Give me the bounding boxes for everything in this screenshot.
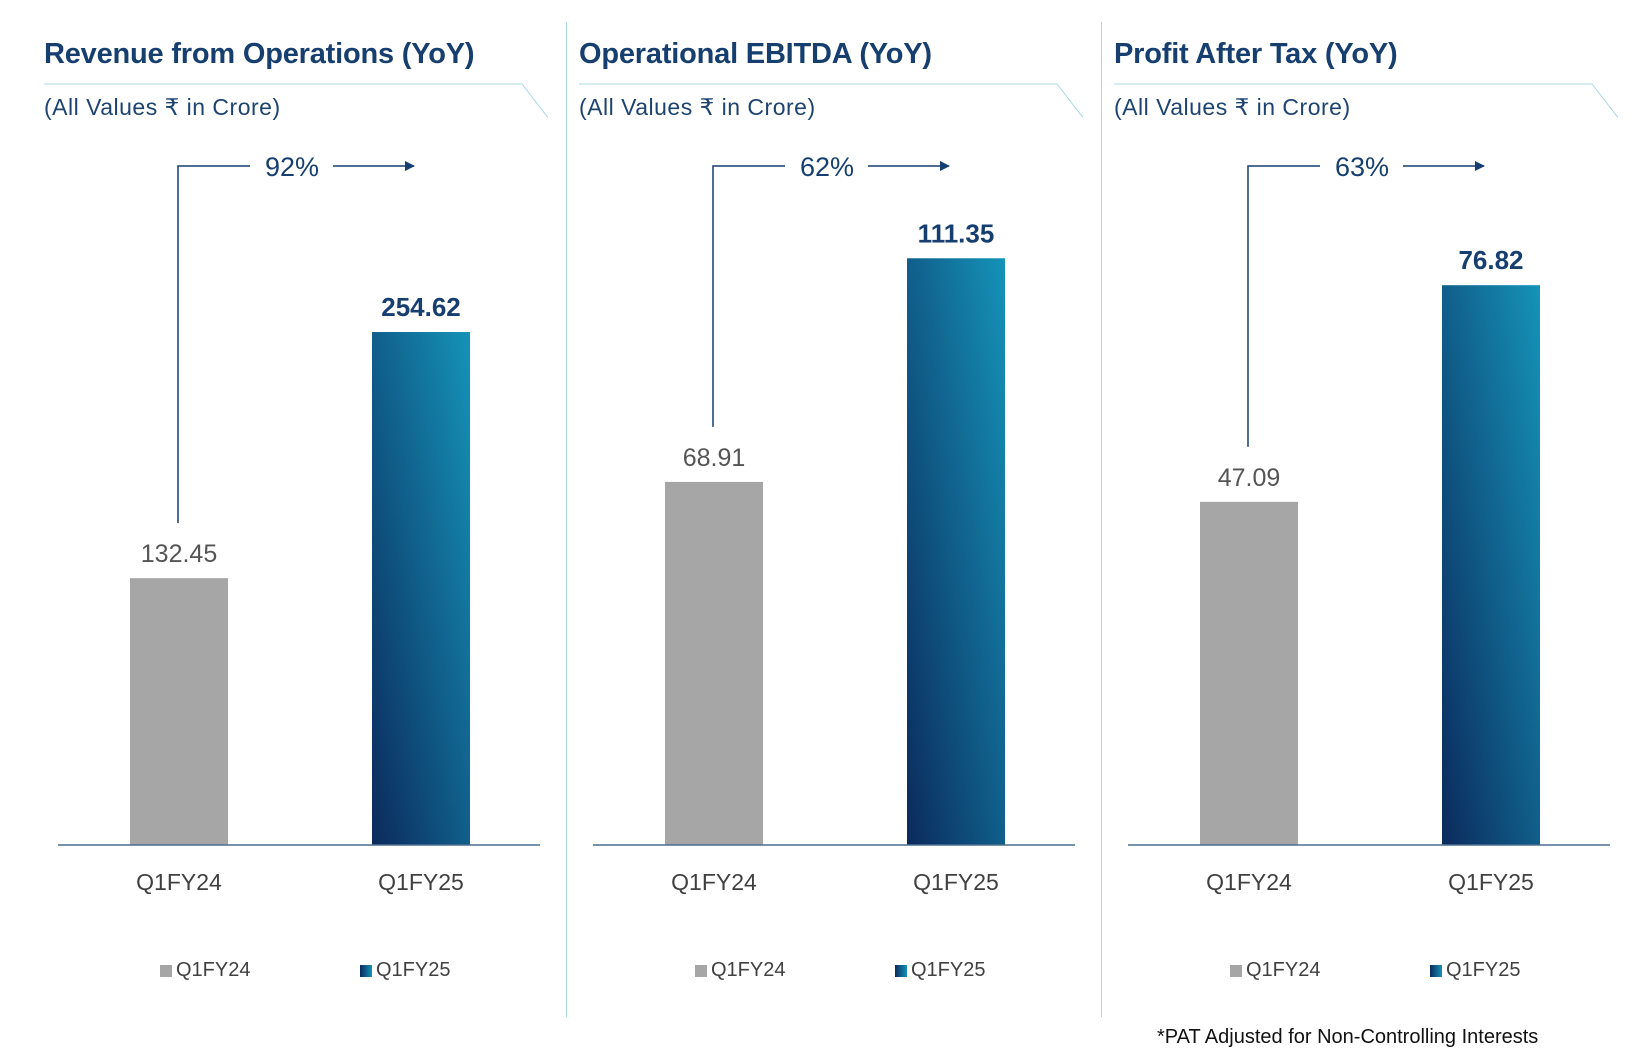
chart-subtitle: (All Values ₹ in Crore) xyxy=(579,94,816,120)
legend-swatch-gray xyxy=(1230,964,1242,977)
growth-connector xyxy=(712,165,785,427)
growth-label: 92% xyxy=(265,152,319,182)
footnote: *PAT Adjusted for Non-Controlling Intere… xyxy=(1157,1026,1539,1048)
pat-bar-chart: 47.09 Q1FY24 76.82 Q1FY25 63% xyxy=(1114,83,1618,895)
bar-q1fy25 xyxy=(372,332,470,845)
data-label: 76.82 xyxy=(1458,245,1523,275)
panel-divider xyxy=(566,22,567,1017)
bar-q1fy24 xyxy=(665,481,763,845)
ebitda-chart-panel: Operational EBITDA (YoY) (All Values ₹ i… xyxy=(535,0,1083,1060)
data-label: 47.09 xyxy=(1218,464,1281,492)
legend-swatch-blue xyxy=(895,964,907,977)
title-underline xyxy=(579,83,1083,119)
bar-q1fy24 xyxy=(130,578,228,845)
x-tick-label: Q1FY24 xyxy=(136,869,222,895)
x-tick-label: Q1FY25 xyxy=(1448,869,1534,895)
legend-label: Q1FY25 xyxy=(911,959,986,981)
data-label: 254.62 xyxy=(381,292,461,322)
data-label: 132.45 xyxy=(141,540,217,568)
data-label: 111.35 xyxy=(918,218,995,248)
bar-q1fy25 xyxy=(907,258,1005,846)
chart-subtitle: (All Values ₹ in Crore) xyxy=(44,94,281,120)
legend-item-q1fy25: Q1FY25 xyxy=(360,959,450,982)
revenue-bar-chart: 132.45 Q1FY24 254.62 Q1FY25 92% xyxy=(44,83,548,895)
growth-label: 62% xyxy=(800,152,854,182)
legend-swatch-gray xyxy=(695,964,707,977)
data-label: 68.91 xyxy=(683,444,746,472)
x-tick-label: Q1FY25 xyxy=(913,869,999,895)
growth-connector xyxy=(177,165,250,524)
pat-chart-panel: Profit After Tax (YoY) (All Values ₹ in … xyxy=(1070,0,1618,1060)
growth-connector xyxy=(1247,165,1320,447)
panel-divider xyxy=(1101,22,1102,1017)
legend-label: Q1FY24 xyxy=(176,959,251,981)
legend-item-q1fy24: Q1FY24 xyxy=(160,959,250,982)
x-tick-label: Q1FY24 xyxy=(1206,869,1292,895)
legend-item-q1fy24: Q1FY24 xyxy=(1230,959,1320,982)
legend-label: Q1FY25 xyxy=(1446,959,1521,981)
legend-swatch-blue xyxy=(1430,964,1442,977)
legend-item-q1fy24: Q1FY24 xyxy=(695,959,785,982)
ebitda-bar-chart: 68.91 Q1FY24 111.35 Q1FY25 62% xyxy=(579,83,1083,895)
growth-label: 63% xyxy=(1335,152,1389,182)
legend-label: Q1FY25 xyxy=(376,959,451,981)
chart-title: Revenue from Operations (YoY) xyxy=(44,38,475,70)
bar-q1fy25 xyxy=(1442,285,1540,845)
x-tick-label: Q1FY24 xyxy=(671,869,757,895)
chart-title: Operational EBITDA (YoY) xyxy=(579,38,932,70)
x-tick-label: Q1FY25 xyxy=(378,869,464,895)
chart-title: Profit After Tax (YoY) xyxy=(1114,38,1398,70)
legend-item-q1fy25: Q1FY25 xyxy=(1430,959,1520,982)
title-underline xyxy=(1114,83,1618,119)
title-underline xyxy=(44,83,548,119)
legend-swatch-gray xyxy=(160,964,172,977)
legend-label: Q1FY24 xyxy=(1246,959,1321,981)
revenue-chart-panel: Revenue from Operations (YoY) (All Value… xyxy=(0,0,548,1060)
legend-swatch-blue xyxy=(360,964,372,977)
legend-item-q1fy25: Q1FY25 xyxy=(895,959,985,982)
chart-subtitle: (All Values ₹ in Crore) xyxy=(1114,94,1351,120)
bar-q1fy24 xyxy=(1200,501,1298,845)
legend-label: Q1FY24 xyxy=(711,959,786,981)
